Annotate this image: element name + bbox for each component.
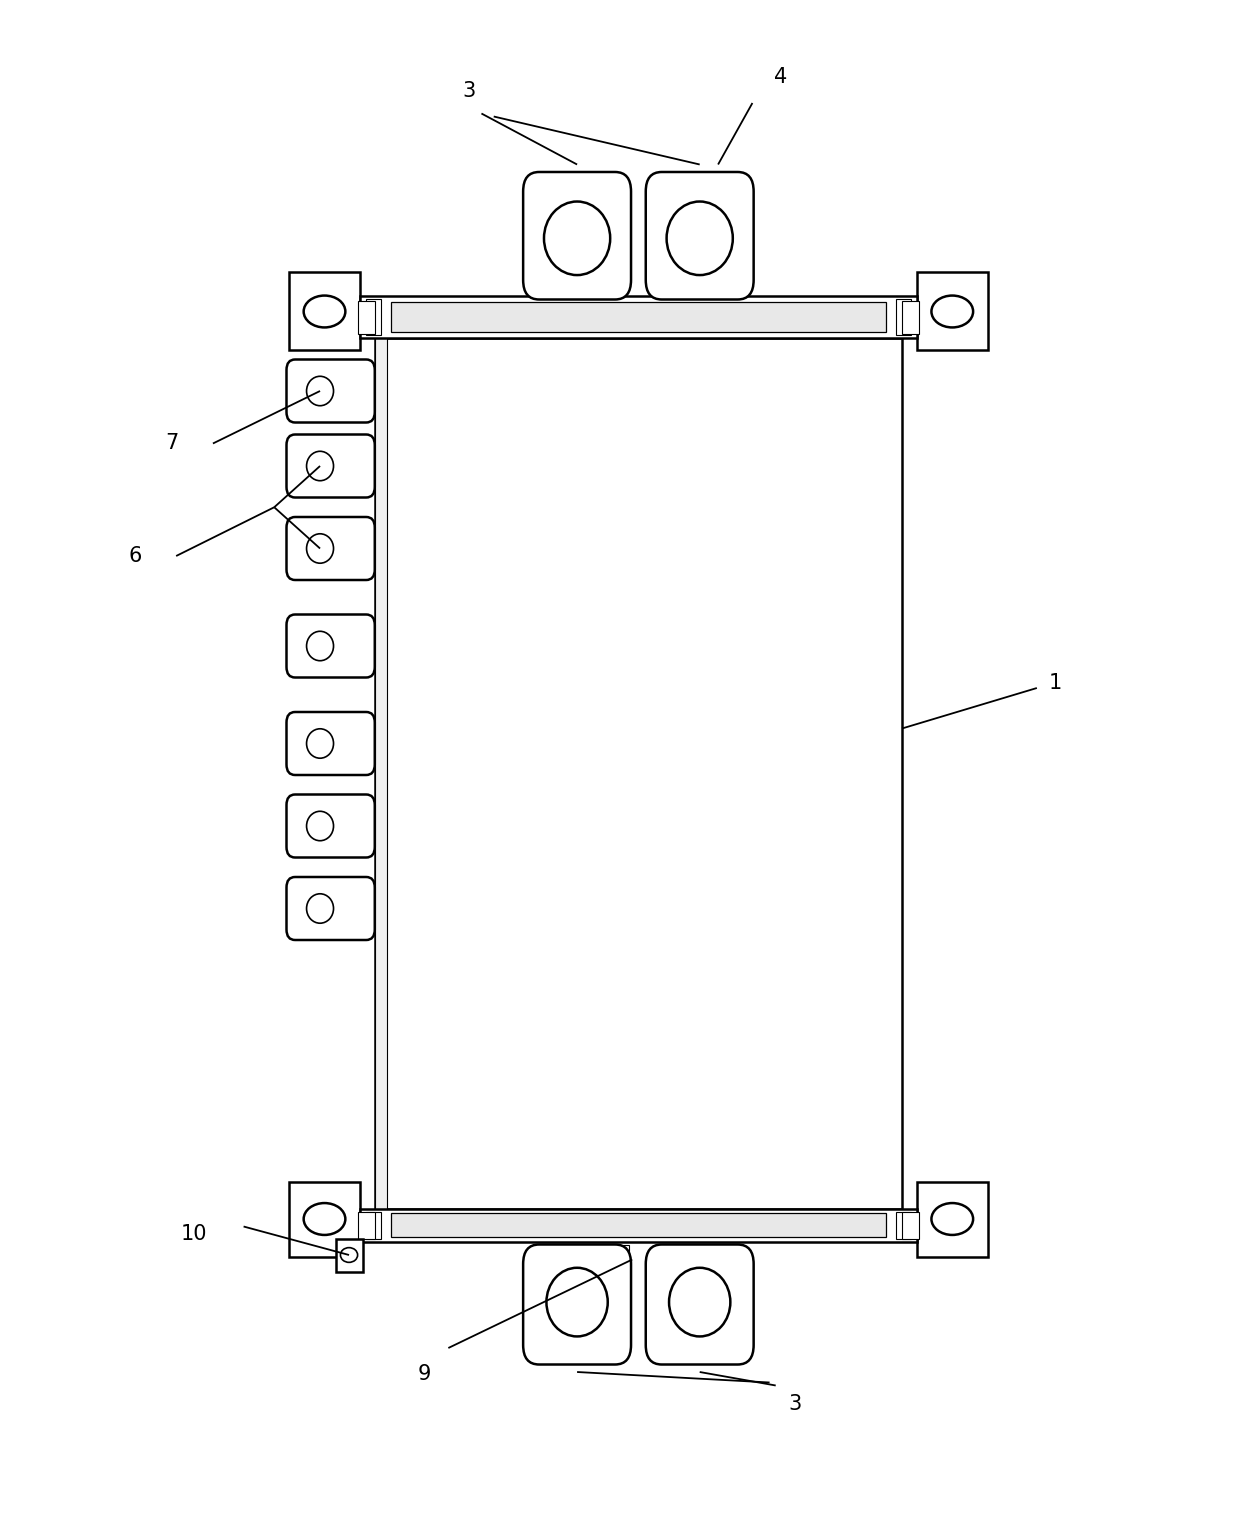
Bar	[289, 1182, 360, 1256]
Bar	[391, 302, 887, 332]
Ellipse shape	[306, 631, 334, 661]
Text: 4: 4	[775, 67, 787, 88]
Bar	[614, 1244, 629, 1274]
Bar	[895, 1212, 910, 1238]
Bar	[916, 1182, 988, 1256]
FancyBboxPatch shape	[286, 434, 374, 498]
Ellipse shape	[931, 1203, 973, 1235]
Ellipse shape	[306, 534, 334, 563]
Bar	[357, 300, 374, 334]
Ellipse shape	[304, 1203, 346, 1235]
Ellipse shape	[931, 296, 973, 328]
FancyBboxPatch shape	[286, 614, 374, 678]
Bar	[391, 1214, 887, 1236]
Bar	[289, 273, 360, 350]
Bar	[901, 1212, 919, 1238]
Ellipse shape	[306, 894, 334, 924]
Ellipse shape	[306, 376, 334, 405]
Ellipse shape	[306, 812, 334, 840]
Bar	[374, 338, 387, 1209]
FancyBboxPatch shape	[286, 877, 374, 941]
Text: 1: 1	[1049, 674, 1063, 693]
Bar	[901, 300, 919, 334]
FancyBboxPatch shape	[646, 1244, 754, 1364]
Bar	[916, 273, 988, 350]
Bar	[366, 299, 381, 335]
Bar	[360, 1209, 916, 1241]
Text: 3: 3	[463, 80, 476, 102]
Bar	[366, 1212, 381, 1238]
Ellipse shape	[667, 202, 733, 275]
Ellipse shape	[544, 202, 610, 275]
Ellipse shape	[306, 728, 334, 758]
Ellipse shape	[670, 1268, 730, 1336]
FancyBboxPatch shape	[286, 517, 374, 579]
FancyBboxPatch shape	[523, 171, 631, 299]
Ellipse shape	[547, 1268, 608, 1336]
Bar	[374, 338, 901, 1209]
Bar	[360, 296, 916, 338]
Text: 6: 6	[129, 546, 141, 566]
Bar	[336, 1238, 362, 1271]
FancyBboxPatch shape	[286, 795, 374, 857]
Bar	[895, 299, 910, 335]
Ellipse shape	[306, 451, 334, 481]
Text: 3: 3	[787, 1394, 801, 1414]
FancyBboxPatch shape	[286, 360, 374, 423]
Ellipse shape	[304, 296, 346, 328]
Bar	[357, 1212, 374, 1238]
FancyBboxPatch shape	[286, 711, 374, 775]
Text: 7: 7	[165, 434, 179, 454]
Text: 9: 9	[417, 1364, 430, 1384]
Text: 10: 10	[180, 1224, 207, 1244]
Ellipse shape	[341, 1247, 357, 1262]
FancyBboxPatch shape	[646, 171, 754, 299]
FancyBboxPatch shape	[523, 1244, 631, 1364]
